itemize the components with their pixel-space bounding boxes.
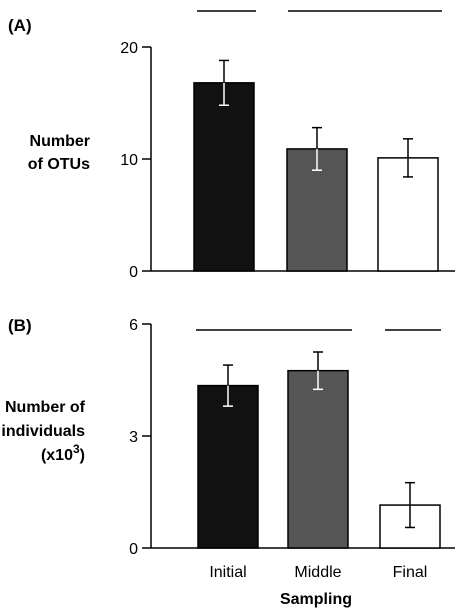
panel-b-plot: 0 3 6 Initial Middle Final bbox=[129, 317, 455, 581]
panel-a-bar-final bbox=[377, 157, 439, 272]
panel-b-bar-middle bbox=[287, 369, 349, 549]
panel-a-error-bar-final bbox=[403, 138, 413, 178]
panel-b-label: (B) bbox=[8, 316, 32, 335]
panel-b-error-bar-initial bbox=[223, 364, 233, 407]
panel-b-ylabel-line3: (x103) bbox=[41, 442, 85, 464]
panel-a-bar-initial bbox=[193, 82, 255, 272]
panel-a-ylabel-line2: of OTUs bbox=[28, 156, 90, 173]
panel-b-ylabel-line1: Number of bbox=[5, 399, 86, 416]
panel-b-error-bar-middle bbox=[313, 351, 323, 391]
panel-a-y-tick-label: 10 bbox=[120, 152, 138, 169]
panel-a-ylabel-line1: Number bbox=[30, 133, 90, 150]
panel-b-ylabel-unit: (x10 bbox=[41, 447, 73, 464]
x-tick-label-final: Final bbox=[393, 564, 428, 581]
panel-b-ylabel-line2: individuals bbox=[1, 423, 85, 440]
panel-b-bar-initial bbox=[197, 384, 259, 549]
x-tick-label-initial: Initial bbox=[209, 564, 246, 581]
panel-a-error-bar-initial bbox=[219, 59, 229, 106]
panel-b: (B) Number of individuals (x103) 036Init… bbox=[1, 316, 455, 581]
panel-a-y-tick-label: 0 bbox=[129, 264, 138, 281]
panel-b-error-bar-final bbox=[405, 481, 415, 529]
panel-a-label: (A) bbox=[8, 16, 32, 35]
panel-b-y-tick-label: 0 bbox=[129, 541, 138, 558]
panel-a-error-bar-middle bbox=[312, 126, 322, 171]
panel-a-y-tick-label: 20 bbox=[120, 40, 138, 57]
panel-b-y-tick-label: 6 bbox=[129, 317, 138, 334]
panel-a: (A) Number of OTUs 0 10 20 bbox=[8, 10, 455, 281]
x-tick-label-middle: Middle bbox=[294, 564, 341, 581]
x-axis-label: Sampling bbox=[280, 591, 352, 608]
panel-b-ylabel-close: ) bbox=[80, 447, 85, 464]
panel-b-ylabel-superscript: 3 bbox=[73, 442, 80, 456]
panel-b-y-tick-label: 3 bbox=[129, 429, 138, 446]
panel-a-plot: 0 10 20 bbox=[120, 10, 455, 281]
